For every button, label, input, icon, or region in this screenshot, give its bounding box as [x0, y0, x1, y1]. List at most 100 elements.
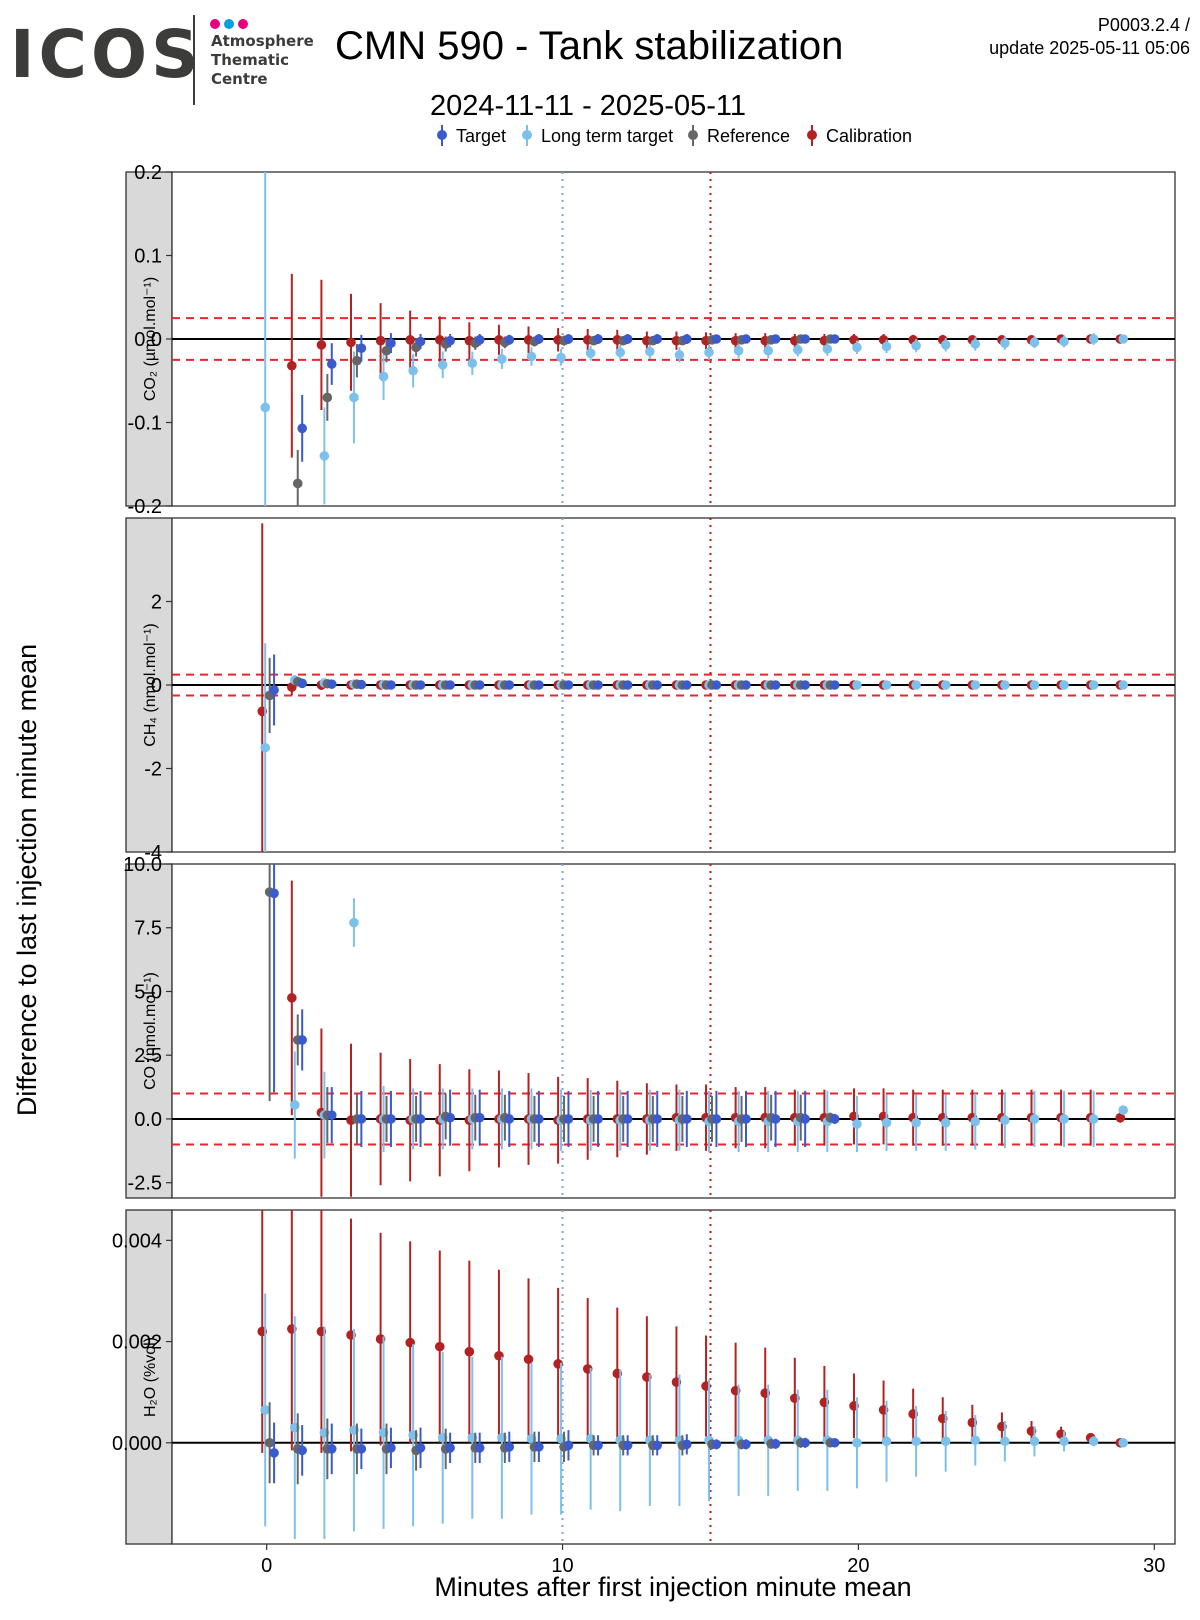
logo-subtitle: Atmosphere Thematic Centre: [211, 32, 314, 89]
data-point: [800, 1437, 810, 1448]
data-point: [593, 334, 603, 344]
data-point: [770, 680, 781, 690]
y-tick-label: 0.2: [134, 162, 162, 184]
data-point: [1000, 680, 1010, 690]
data-point: [741, 680, 751, 690]
data-point: [852, 1437, 862, 1448]
y-tick-label: 0.0: [134, 1109, 162, 1131]
panel-strip: CH₄ (nmol.mol⁻¹): [125, 517, 173, 853]
data-point: [829, 334, 840, 344]
data-point: [415, 680, 426, 690]
logo-line-2: Thematic: [211, 51, 290, 69]
data-point: [1088, 1436, 1099, 1447]
logo-wordmark: ICOS: [10, 16, 203, 93]
series-target: [269, 864, 840, 1148]
data-point: [911, 680, 921, 690]
legend-label: Target: [456, 126, 506, 146]
data-point: [260, 742, 270, 753]
y-tick-label: 7.5: [134, 918, 162, 940]
series-calibration: [257, 1210, 1126, 1453]
data-point: [269, 685, 279, 695]
update-label: update 2025-05-11 05:06: [989, 38, 1190, 58]
logo-dot-pink: [210, 19, 220, 29]
data-point: [349, 392, 359, 403]
data-point: [504, 1114, 515, 1124]
logo-line-1: Atmosphere: [211, 32, 314, 50]
data-point: [881, 680, 892, 690]
logo-divider: [193, 15, 195, 105]
data-point: [593, 680, 603, 690]
data-point: [523, 1354, 534, 1365]
data-point: [800, 680, 810, 690]
panel-2: CH₄ (nmol.mol⁻¹) -4 -2 0 2: [125, 517, 1176, 864]
data-point: [593, 1440, 603, 1451]
data-point: [652, 1114, 663, 1124]
data-point: [741, 334, 751, 344]
data-point: [297, 678, 307, 689]
data-point: [381, 345, 392, 356]
legend-key-point: [807, 130, 817, 140]
data-point: [474, 1112, 485, 1123]
data-point: [881, 1117, 892, 1128]
data-point: [645, 346, 655, 357]
data-point: [269, 888, 279, 899]
data-point: [1118, 334, 1129, 344]
data-point: [504, 335, 515, 345]
y-tick-label: 0.002: [112, 1332, 162, 1354]
strip-background: [125, 863, 173, 1199]
data-point: [1088, 680, 1099, 690]
data-point: [378, 371, 389, 382]
data-point: [682, 1439, 692, 1450]
panel-plot-area: [172, 864, 1175, 1198]
data-point: [474, 335, 485, 345]
data-point: [711, 1439, 722, 1450]
data-point: [386, 338, 396, 348]
strip-label: CH₄ (nmol.mol⁻¹): [142, 623, 159, 746]
legend-item-target: Target: [437, 125, 506, 146]
x-tick-label: 30: [1143, 1555, 1165, 1577]
data-point: [593, 1114, 603, 1124]
data-point: [375, 335, 386, 346]
x-axis: 0 10 20 30: [261, 1544, 1165, 1577]
y-tick-label: 0.0: [134, 329, 162, 351]
y-axis: -0.2 -0.1 0.0 0.1 0.2: [128, 162, 172, 518]
data-point: [652, 680, 663, 690]
data-point: [326, 359, 337, 369]
data-point: [405, 335, 415, 345]
data-point: [940, 340, 951, 350]
legend-key-point: [522, 130, 532, 140]
data-point: [352, 355, 362, 366]
strip-label: CO (nmol.mol⁻¹): [142, 972, 159, 1090]
data-point: [1000, 1115, 1010, 1126]
data-point: [474, 1443, 485, 1453]
data-point: [652, 334, 663, 344]
data-point: [674, 350, 685, 360]
data-point: [1088, 1114, 1099, 1124]
series-long-term-target: [260, 172, 1129, 506]
data-point: [800, 1114, 810, 1124]
data-point: [770, 334, 781, 344]
data-point: [316, 340, 327, 350]
data-point: [741, 1439, 751, 1450]
data-point: [526, 351, 537, 362]
data-point: [415, 336, 426, 347]
data-point: [1029, 337, 1040, 348]
y-tick-label: 0: [151, 675, 162, 697]
data-point: [822, 344, 833, 354]
y-axis: -4 -2 0 2: [144, 592, 172, 864]
data-point: [467, 358, 478, 369]
data-point: [763, 345, 773, 356]
data-point: [970, 1435, 981, 1446]
data-point: [408, 365, 418, 376]
data-point: [264, 1437, 275, 1448]
legend-label: Calibration: [826, 126, 912, 146]
y-axis: -2.5 0.0 2.5 5.0 7.5 10.0: [123, 854, 172, 1195]
data-point: [852, 1119, 862, 1129]
series-target: [269, 1422, 840, 1484]
panel-4: H₂O (%vol) 0.000 0.002 0.004 0 10 20 30: [112, 1209, 1176, 1577]
data-point: [1029, 680, 1040, 690]
data-point: [911, 1436, 921, 1447]
data-point: [733, 345, 744, 356]
panel-strip: CO (nmol.mol⁻¹): [125, 863, 173, 1199]
